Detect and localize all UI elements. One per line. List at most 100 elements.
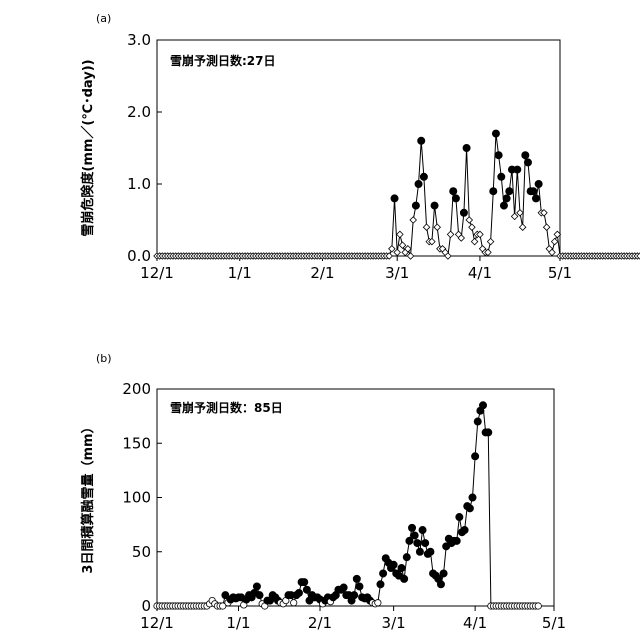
data-point-filled-b xyxy=(469,494,476,501)
data-point-open-a xyxy=(511,213,517,219)
x-tick-label-a: 1/1 xyxy=(228,264,252,282)
data-point-open-a xyxy=(399,242,405,248)
data-point-filled-a xyxy=(452,195,459,202)
data-point-filled-b xyxy=(256,592,263,599)
data-point-filled-b xyxy=(422,539,429,546)
data-point-filled-a xyxy=(495,152,502,159)
data-point-open-b xyxy=(291,600,297,606)
data-point-filled-b xyxy=(340,584,347,591)
data-point-filled-b xyxy=(485,429,492,436)
series-a xyxy=(154,130,640,259)
data-point-filled-b xyxy=(416,548,423,555)
data-point-open-a xyxy=(519,224,525,230)
data-point-filled-b xyxy=(479,402,486,409)
data-point-filled-b xyxy=(401,575,408,582)
x-tick-label-b: 5/1 xyxy=(542,614,566,632)
data-point-filled-b xyxy=(253,583,260,590)
data-point-filled-a xyxy=(450,188,457,195)
x-tick-label-b: 3/1 xyxy=(382,614,406,632)
y-tick-label-b: 200 xyxy=(122,380,151,398)
series-line-b xyxy=(157,405,538,606)
x-axis-a: 12/11/12/13/14/15/1 xyxy=(140,256,572,282)
annotation-b: 雪崩予測日数：85日 xyxy=(170,400,283,415)
data-point-filled-a xyxy=(498,173,505,180)
data-point-filled-a xyxy=(503,195,510,202)
data-point-filled-a xyxy=(535,180,542,187)
plot-frame-b xyxy=(157,389,554,606)
data-point-filled-a xyxy=(530,188,537,195)
data-point-filled-a xyxy=(412,202,419,209)
data-point-open-a xyxy=(466,217,472,223)
series-line-a xyxy=(157,134,640,256)
data-point-filled-a xyxy=(391,195,398,202)
data-point-filled-a xyxy=(532,195,539,202)
data-point-filled-b xyxy=(377,581,384,588)
y-tick-label-a: 3.0 xyxy=(127,31,151,49)
x-tick-label-a: 5/1 xyxy=(548,264,572,282)
data-point-filled-a xyxy=(431,202,438,209)
data-point-filled-b xyxy=(474,418,481,425)
y-axis-b: 050100150200 xyxy=(122,380,162,615)
y-tick-label-a: 2.0 xyxy=(127,103,151,121)
data-point-filled-b xyxy=(472,453,479,460)
y-tick-label-b: 150 xyxy=(122,434,151,452)
data-point-open-a xyxy=(394,249,400,255)
data-point-filled-b xyxy=(466,505,473,512)
x-tick-label-a: 3/1 xyxy=(385,264,409,282)
data-point-filled-a xyxy=(522,152,529,159)
annotation-a: 雪崩予測日数:27日 xyxy=(170,53,276,68)
data-point-open-a xyxy=(471,238,477,244)
data-point-open-a xyxy=(389,246,395,252)
chart-a: (a) 雪崩予測日数:27日 雪崩危険度(mm／(℃･day)) 0.01.02… xyxy=(80,12,640,282)
data-point-filled-a xyxy=(490,188,497,195)
data-point-filled-b xyxy=(398,564,405,571)
data-point-filled-b xyxy=(427,548,434,555)
data-point-filled-b xyxy=(301,579,308,586)
series-b xyxy=(154,402,542,610)
data-point-filled-a xyxy=(415,180,422,187)
y-tick-label-b: 0 xyxy=(141,597,151,615)
data-point-filled-a xyxy=(463,144,470,151)
data-point-open-a xyxy=(487,238,493,244)
data-point-filled-b xyxy=(411,532,418,539)
data-point-open-b xyxy=(375,600,381,606)
data-point-open-b xyxy=(535,603,541,609)
data-point-open-a xyxy=(551,238,557,244)
x-tick-label-b: 2/1 xyxy=(308,614,332,632)
x-tick-label-a: 12/1 xyxy=(140,264,174,282)
data-point-filled-b xyxy=(414,539,421,546)
y-tick-label-b: 100 xyxy=(122,489,151,507)
data-point-filled-b xyxy=(380,570,387,577)
ylabel-a: 雪崩危険度(mm／(℃･day)) xyxy=(80,59,96,236)
data-point-filled-a xyxy=(506,188,513,195)
data-point-filled-a xyxy=(420,173,427,180)
data-point-open-a xyxy=(469,224,475,230)
x-axis-b: 12/11/12/13/14/15/1 xyxy=(140,606,566,632)
data-point-filled-b xyxy=(390,561,397,568)
x-tick-label-a: 2/1 xyxy=(310,264,334,282)
data-point-open-a xyxy=(543,224,549,230)
data-point-filled-a xyxy=(524,159,531,166)
data-point-open-a xyxy=(410,217,416,223)
data-point-filled-b xyxy=(356,583,363,590)
data-point-filled-b xyxy=(408,524,415,531)
data-point-filled-a xyxy=(514,166,521,173)
data-point-open-a xyxy=(434,224,440,230)
plot-frame-a xyxy=(157,40,560,256)
data-point-open-a xyxy=(397,231,403,237)
y-tick-label-a: 0.0 xyxy=(127,247,151,265)
data-point-filled-b xyxy=(440,570,447,577)
x-tick-label-b: 4/1 xyxy=(463,614,487,632)
data-point-open-a xyxy=(517,210,523,216)
data-point-filled-a xyxy=(500,202,507,209)
data-point-open-a xyxy=(423,224,429,230)
x-tick-label-b: 1/1 xyxy=(226,614,250,632)
data-point-filled-b xyxy=(353,575,360,582)
data-point-filled-a xyxy=(492,130,499,137)
data-point-filled-b xyxy=(456,513,463,520)
chart-b: (b) 雪崩予測日数：85日 3日間積算融雪量（mm） 050100150200… xyxy=(80,352,566,632)
data-point-filled-b xyxy=(437,581,444,588)
data-point-filled-b xyxy=(351,592,358,599)
data-point-filled-b xyxy=(419,526,426,533)
